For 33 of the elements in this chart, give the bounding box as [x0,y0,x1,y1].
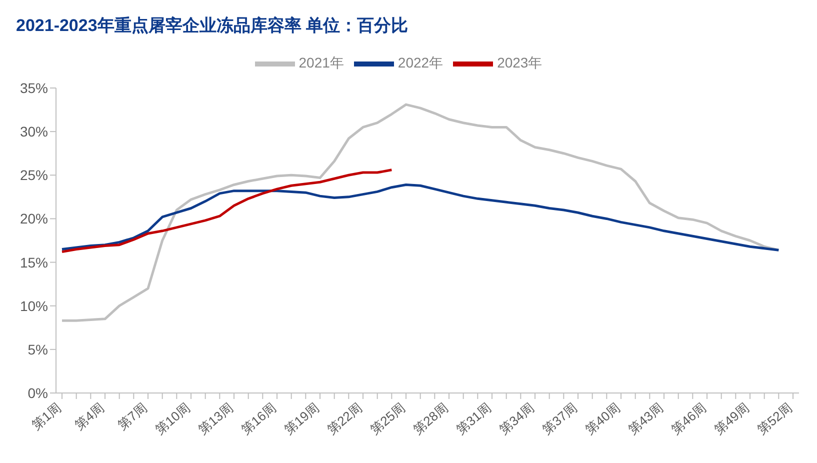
y-tick-label: 15% [20,254,48,270]
line-series [60,103,780,322]
y-tick-label: 5% [28,341,48,358]
x-tick-label: 第43周 [625,400,666,438]
y-tick-label: 20% [20,210,48,227]
x-tick-label: 第49周 [711,400,752,438]
x-tick-label: 第37周 [539,400,580,438]
x-tick-label: 第46周 [668,400,709,438]
line-series [60,183,780,252]
x-tick-label: 第52周 [754,400,795,438]
x-tick-label: 第31周 [453,400,494,438]
legend-label: 2022年 [398,54,444,71]
y-tick-label: 30% [20,124,48,140]
x-tick-label: 第1周 [28,400,64,433]
y-tick-label: 10% [20,298,48,314]
x-tick-label: 第22周 [324,400,365,438]
y-tick-label: 35% [20,80,48,96]
x-tick-label: 第28周 [410,400,451,438]
x-tick-label: 第13周 [195,400,236,438]
x-tick-label: 第4周 [72,400,107,433]
x-tick-label: 第10周 [152,400,193,438]
x-tick-label: 第19周 [281,400,322,438]
legend-label: 2021年 [298,54,344,71]
line-series [60,168,393,254]
legend-label: 2023年 [497,54,542,71]
y-tick-label: 25% [20,167,48,184]
x-tick-label: 第34周 [496,400,537,438]
x-tick-label: 第25周 [367,400,408,438]
x-tick-label: 第7周 [114,400,150,433]
x-tick-label: 第16周 [238,400,279,438]
x-tick-label: 第40周 [582,400,623,438]
chart-title: 2021-2023年重点屠宰企业冻品库容率 单位：百分比 [16,15,408,37]
y-tick-label: 0% [28,384,48,401]
